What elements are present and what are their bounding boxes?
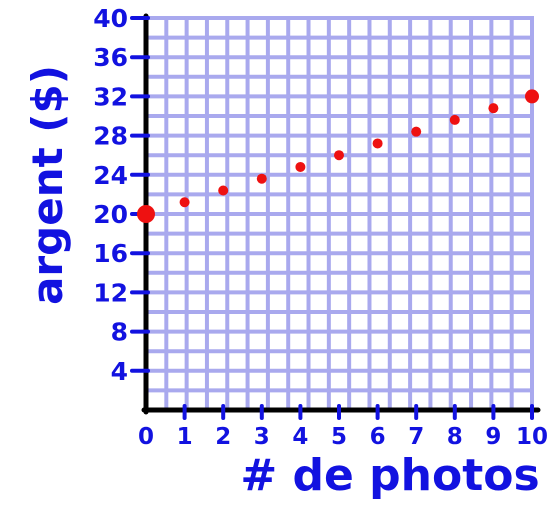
y-tick-label: 32 <box>93 82 128 111</box>
data-point <box>137 205 155 223</box>
y-tick-label: 8 <box>111 318 128 347</box>
x-tick-label: 3 <box>254 424 270 450</box>
x-tick-label: 2 <box>215 424 231 450</box>
x-tick-label: 8 <box>447 424 463 450</box>
y-tick-label: 36 <box>93 43 128 72</box>
data-point <box>334 150 344 161</box>
grid <box>144 16 534 412</box>
data-point <box>411 126 422 137</box>
x-tick-label: 1 <box>177 424 193 450</box>
y-tick-label: 40 <box>93 4 128 33</box>
x-tick-label: 10 <box>516 424 548 450</box>
data-point <box>525 89 539 104</box>
data-point <box>179 197 190 208</box>
x-tick-label: 5 <box>331 424 347 450</box>
y-tick-label: 16 <box>93 239 128 268</box>
y-tick-label: 4 <box>111 357 128 386</box>
y-tick-label: 28 <box>93 122 128 151</box>
data-point <box>256 173 267 184</box>
x-axis-label: # de photos <box>240 450 539 501</box>
y-tick-label: 12 <box>93 278 128 307</box>
data-point <box>372 138 383 149</box>
data-points <box>137 89 539 223</box>
x-tick-label: 7 <box>408 424 424 450</box>
data-point <box>295 161 306 172</box>
x-tick-label: 4 <box>292 424 308 450</box>
data-point <box>488 103 499 114</box>
data-point <box>449 114 460 125</box>
x-tick-label: 9 <box>485 424 501 450</box>
y-ticks: 4 8 12 16 20 24 28 32 36 40 <box>93 4 150 386</box>
x-tick-label: 6 <box>370 424 386 450</box>
x-tick-label: 0 <box>138 424 154 450</box>
y-tick-label: 24 <box>93 161 128 190</box>
y-axis-label: argent ($) <box>23 65 72 305</box>
y-tick-label: 20 <box>93 200 128 229</box>
data-point <box>218 185 229 196</box>
x-ticks: 0 1 2 3 4 5 6 7 8 9 10 <box>138 404 548 450</box>
